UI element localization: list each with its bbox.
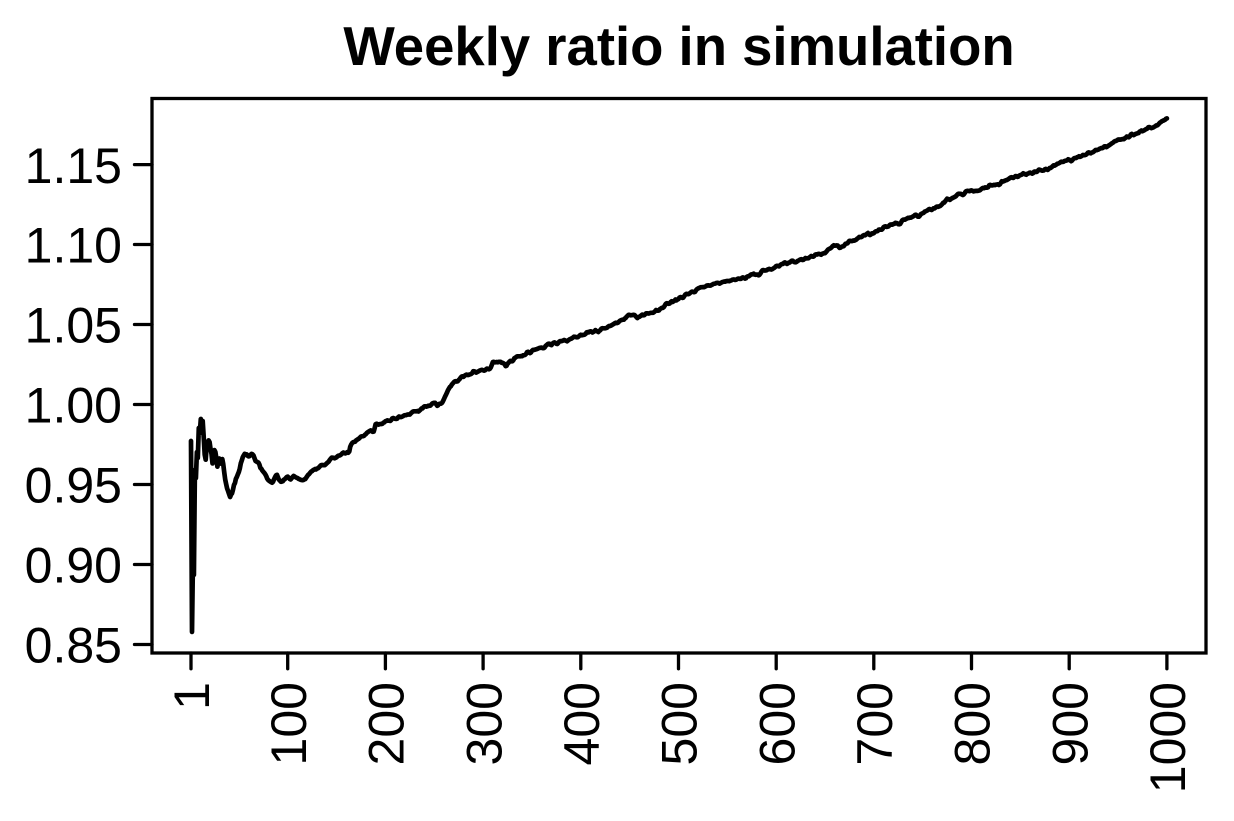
svg-text:400: 400	[554, 682, 610, 765]
svg-text:500: 500	[652, 682, 708, 765]
svg-text:800: 800	[945, 682, 1001, 765]
svg-text:700: 700	[847, 682, 903, 765]
svg-text:100: 100	[261, 682, 317, 765]
svg-text:Weekly ratio in simulation: Weekly ratio in simulation	[343, 16, 1014, 77]
svg-text:0.90: 0.90	[25, 538, 122, 594]
svg-text:1.10: 1.10	[25, 218, 122, 274]
svg-text:300: 300	[456, 682, 512, 765]
svg-text:0.85: 0.85	[25, 618, 122, 674]
svg-text:1.00: 1.00	[25, 378, 122, 434]
svg-text:1: 1	[164, 682, 220, 710]
svg-text:1.05: 1.05	[25, 298, 122, 354]
svg-text:900: 900	[1042, 682, 1098, 765]
svg-text:200: 200	[359, 682, 415, 765]
svg-text:0.95: 0.95	[25, 458, 122, 514]
svg-text:1000: 1000	[1140, 682, 1196, 793]
svg-text:1.15: 1.15	[25, 138, 122, 194]
svg-text:600: 600	[749, 682, 805, 765]
